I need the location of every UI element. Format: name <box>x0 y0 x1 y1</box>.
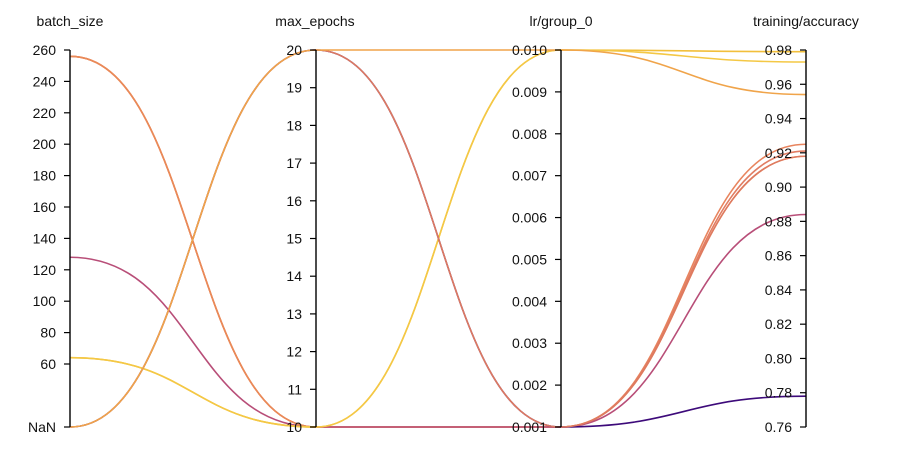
tick-label: 20 <box>286 42 302 58</box>
tick-label: 0.98 <box>765 42 792 58</box>
tick-label: 0.006 <box>512 210 547 226</box>
tick-label: 0.88 <box>765 213 792 229</box>
tick-label: 16 <box>286 193 302 209</box>
tick-label: 0.92 <box>765 145 792 161</box>
axis-title-lr: lr/group_0 <box>529 13 592 29</box>
tick-label: 10 <box>286 419 302 435</box>
tick-label: 17 <box>286 155 302 171</box>
tick-label: NaN <box>28 419 56 435</box>
tick-label: 0.84 <box>765 282 792 298</box>
tick-label: 0.94 <box>765 111 792 127</box>
tick-label: 0.80 <box>765 350 792 366</box>
tick-label: 180 <box>33 168 57 184</box>
tick-label: 15 <box>286 231 302 247</box>
tick-label: 11 <box>287 381 302 397</box>
axis-batch_size: batch_size 260 240 220 200 180 160 140 120 100 80 6… <box>28 13 104 435</box>
tick-label: 240 <box>33 73 57 89</box>
run-line-9 <box>69 49 807 428</box>
tick-label: 0.96 <box>765 76 792 92</box>
tick-label: 0.003 <box>512 335 547 351</box>
run-line-6 <box>69 49 807 428</box>
tick-label: 0.004 <box>512 293 547 309</box>
tick-label: 140 <box>33 230 57 246</box>
tick-label: 0.007 <box>512 168 547 184</box>
tick-label: 0.008 <box>512 126 547 142</box>
tick-label: 0.86 <box>765 248 792 264</box>
tick-label: 120 <box>33 262 57 278</box>
axis-title-accuracy: training/accuracy <box>753 13 859 29</box>
tick-label: 160 <box>33 199 57 215</box>
tick-label: 18 <box>286 117 302 133</box>
tick-label: 0.90 <box>765 179 792 195</box>
axis-title-batch_size: batch_size <box>37 13 104 29</box>
tick-label: 0.76 <box>765 419 792 435</box>
tick-label: 0.82 <box>765 316 792 332</box>
tick-label: 12 <box>286 344 302 360</box>
tick-label: 200 <box>33 136 57 152</box>
tick-label: 0.002 <box>512 377 547 393</box>
tick-label: 0.009 <box>512 84 547 100</box>
tick-label: 0.010 <box>512 42 547 58</box>
axis-title-max_epochs: max_epochs <box>275 13 354 29</box>
axis-max_epochs: max_epochs 20 19 18 17 16 15 14 13 12 11 10 <box>275 13 354 435</box>
tick-label: 19 <box>286 80 302 96</box>
run-line-8 <box>69 49 807 428</box>
tick-label: 13 <box>286 306 302 322</box>
tick-label: 220 <box>33 105 57 121</box>
tick-label: 0.005 <box>512 251 547 267</box>
tick-label: 14 <box>286 268 302 284</box>
tick-label: 260 <box>33 42 57 58</box>
axis-accuracy: training/accuracy 0.98 0.96 0.94 0.92 0.90 0.8… <box>753 13 859 435</box>
run-line-4 <box>69 213 807 428</box>
axes: batch_size 260 240 220 200 180 160 140 120 100 80 6… <box>28 13 859 435</box>
tick-label: 0.78 <box>765 385 792 401</box>
tick-label: 60 <box>40 356 56 372</box>
tick-label: 80 <box>40 325 56 341</box>
tick-label: 0.001 <box>512 419 547 435</box>
tick-label: 100 <box>33 293 57 309</box>
axis-lr: lr/group_0 0.010 0.009 0.008 0.007 0.006 0.005… <box>512 13 593 435</box>
run-lines <box>69 49 807 428</box>
